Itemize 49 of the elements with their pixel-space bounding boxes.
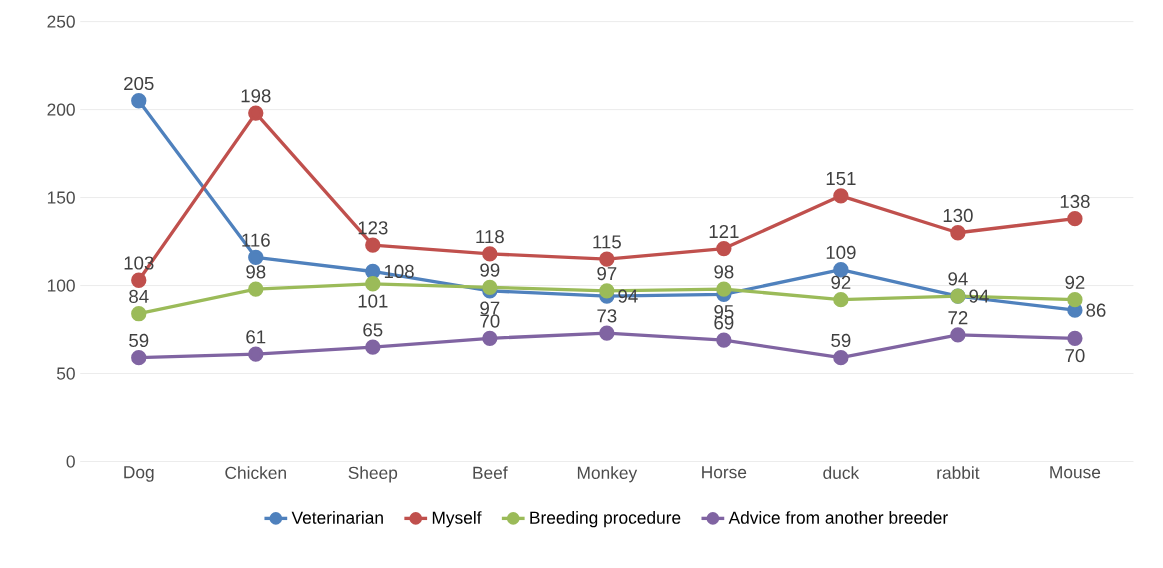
data-label: 86 [1086,303,1106,317]
data-label: 198 [241,88,271,103]
data-label: 92 [1065,275,1085,289]
y-tick-label: 0 [66,455,75,468]
data-label: 115 [593,235,621,249]
x-tick-label: Dog [124,466,154,482]
data-label: 138 [1060,194,1090,208]
x-tick-label: rabbit [937,466,980,479]
data-label: 97 [480,301,500,315]
x-tick-label: Chicken [225,466,286,479]
data-label: 61 [246,330,266,344]
legend-label: Veterinarian [291,510,383,524]
data-label: 73 [597,308,617,323]
data-label: 109 [826,245,856,259]
x-tick-label: Beef [473,466,508,479]
data-label: 65 [363,323,383,337]
y-tick-label: 50 [56,367,75,380]
data-label: 123 [358,220,388,235]
x-tick-label: duck [823,466,860,479]
legend-label: Myself [432,510,482,528]
x-tick-label: Mouse [1050,466,1101,479]
data-label: 99 [480,263,500,277]
x-tick-label: Monkey [577,466,638,483]
data-label: 121 [709,224,739,238]
y-tick-label: 200 [47,103,75,116]
data-label: 70 [480,314,500,328]
legend-label: Advice from another breeder [728,510,948,524]
data-label: 72 [948,310,968,324]
data-label: 130 [943,208,973,222]
data-label: 59 [831,333,851,347]
data-label: 108 [384,264,414,278]
data-label: 94 [948,272,968,286]
x-tick-label: Sheep [348,466,398,483]
data-label: 205 [124,76,154,90]
legend-label: Breeding procedure [530,510,681,528]
data-label: 98 [714,264,734,279]
data-label: 118 [476,229,504,243]
y-tick-label: 150 [47,191,75,204]
y-tick-label: 100 [47,279,75,292]
y-tick-label: 250 [47,15,75,28]
data-label: 97 [597,266,617,280]
data-label: 151 [826,171,856,185]
data-label: 70 [1065,348,1085,363]
data-label: 98 [246,264,266,279]
data-label: 59 [129,333,149,347]
data-label: 92 [831,275,851,289]
x-tick-label: Horse [702,466,747,479]
data-label: 101 [358,294,388,308]
data-label: 84 [129,289,149,303]
